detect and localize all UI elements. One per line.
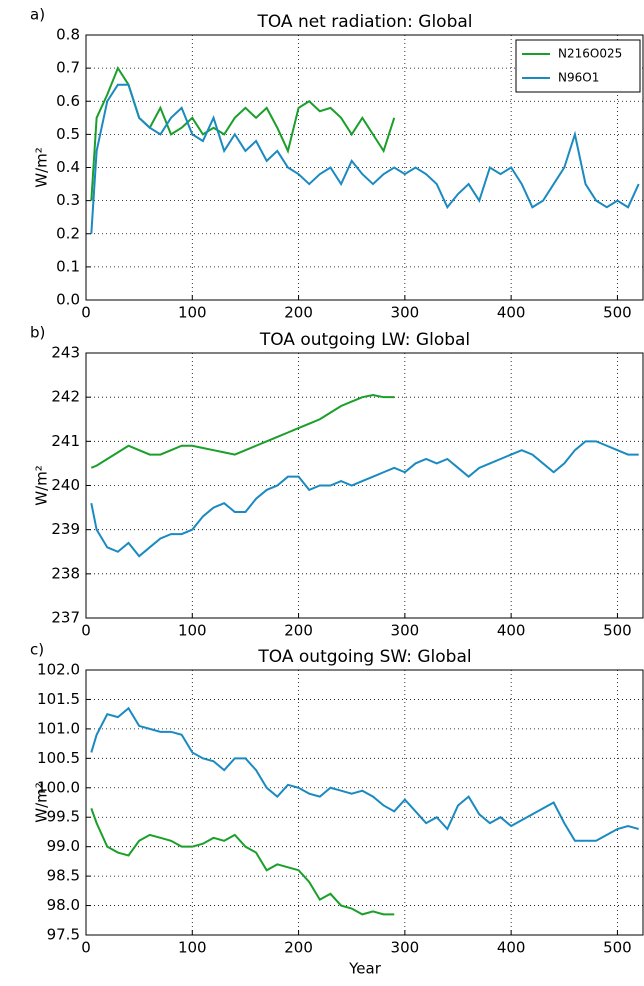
y-tick-label: 0.5 [56,125,80,143]
data-line [90,83,640,234]
x-tick-label: 200 [284,304,313,322]
panel-label: b) [30,324,45,342]
y-tick-label: 0.3 [56,191,80,209]
chart-title: TOA outgoing LW: Global [259,330,470,350]
x-tick-label: 300 [391,939,420,957]
y-tick-label: 0.6 [56,92,80,110]
y-tick-label: 101.5 [37,690,80,708]
y-tick-label: 99.5 [47,808,80,826]
y-tick-label: 99.0 [47,837,80,855]
y-axis-label: W/m² [33,147,51,188]
y-tick-label: 98.5 [47,867,80,885]
y-tick-label: 237 [51,609,80,627]
x-tick-label: 0 [81,622,91,640]
x-tick-label: 0 [81,939,91,957]
y-tick-label: 100.0 [37,778,80,796]
y-axis-label: W/m² [33,782,51,823]
data-line [90,393,395,469]
y-tick-label: 100.5 [37,749,80,767]
data-line [90,440,639,558]
data-line [90,706,639,842]
y-tick-label: 102.0 [37,661,80,679]
x-tick-label: 100 [178,939,207,957]
y-tick-label: 239 [51,520,80,538]
chart-title: TOA net radiation: Global [256,12,472,32]
chart-title: TOA outgoing SW: Global [257,647,471,667]
x-tick-label: 300 [391,304,420,322]
y-tick-label: 0.7 [56,59,80,77]
legend-label: N216O025 [558,47,622,61]
y-tick-label: 242 [51,388,80,406]
y-tick-label: 240 [51,476,80,494]
y-tick-label: 238 [51,564,80,582]
axes-frame [85,352,644,619]
x-tick-label: 400 [497,304,526,322]
y-axis-label: W/m² [33,465,51,506]
y-tick-label: 101.0 [37,719,80,737]
y-tick-label: 0.8 [56,26,80,44]
x-tick-label: 500 [603,622,632,640]
x-tick-label: 500 [603,304,632,322]
x-tick-label: 100 [178,622,207,640]
y-tick-label: 98.0 [47,896,80,914]
legend-label: N96O1 [558,71,599,85]
panel-label: c) [30,641,44,659]
y-tick-label: 243 [51,344,80,362]
x-tick-label: 0 [81,304,91,322]
x-tick-label: 500 [603,939,632,957]
x-tick-label: 200 [284,939,313,957]
legend-box [515,39,641,93]
axes-frame [85,34,644,301]
y-tick-label: 241 [51,432,80,450]
y-tick-label: 97.5 [47,926,80,944]
x-tick-label: 100 [178,304,207,322]
x-tick-label: 400 [497,622,526,640]
panel-label: a) [30,6,45,24]
x-tick-label: 200 [284,622,313,640]
y-tick-label: 0.4 [56,158,80,176]
data-line [90,808,395,916]
x-axis-label: Year [348,960,382,978]
x-tick-label: 300 [391,622,420,640]
y-tick-label: 0.2 [56,224,80,242]
y-tick-label: 0.1 [56,257,80,275]
x-tick-label: 400 [497,939,526,957]
axes-frame [85,669,644,936]
y-tick-label: 0.0 [56,291,80,309]
